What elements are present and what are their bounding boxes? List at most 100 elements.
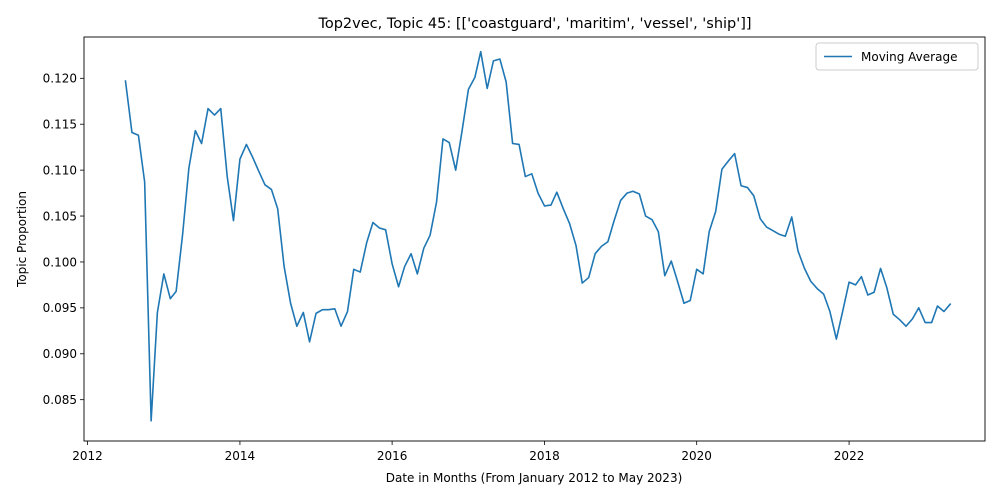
data-point xyxy=(715,211,717,213)
data-point xyxy=(246,144,248,146)
y-tick-label: 0.115 xyxy=(43,118,77,132)
data-point xyxy=(829,311,831,313)
x-tick-label: 2020 xyxy=(681,449,712,463)
data-point xyxy=(423,247,425,249)
data-point xyxy=(157,312,159,314)
data-point xyxy=(550,204,552,206)
data-point xyxy=(251,156,253,158)
data-point xyxy=(791,216,793,218)
y-tick-label: 0.110 xyxy=(43,163,77,177)
data-point xyxy=(226,176,228,178)
data-point xyxy=(271,189,273,191)
data-point xyxy=(823,293,825,295)
data-point xyxy=(918,307,920,309)
data-point xyxy=(734,153,736,155)
legend: Moving Average xyxy=(815,42,979,71)
data-point xyxy=(581,282,583,284)
data-point xyxy=(873,291,875,293)
data-point xyxy=(239,158,241,160)
data-point xyxy=(131,132,133,134)
legend-frame xyxy=(815,42,979,71)
data-point xyxy=(480,51,482,53)
data-point xyxy=(296,325,298,327)
data-point xyxy=(779,234,781,236)
data-point xyxy=(518,144,520,146)
data-point xyxy=(632,190,634,192)
series-line-moving-average xyxy=(124,50,952,422)
x-axis-label: Date in Months (From January 2012 to May… xyxy=(386,471,683,485)
data-point xyxy=(562,208,564,210)
data-point xyxy=(499,58,501,60)
data-point xyxy=(493,60,495,62)
data-point xyxy=(182,234,184,236)
y-tick-label: 0.090 xyxy=(43,347,77,361)
data-point xyxy=(601,246,603,248)
data-point xyxy=(214,114,216,116)
data-point xyxy=(544,205,546,207)
data-point xyxy=(366,242,368,244)
data-point xyxy=(372,222,374,224)
data-point xyxy=(150,420,152,422)
data-point xyxy=(340,325,342,327)
data-point xyxy=(201,143,203,145)
data-point xyxy=(905,325,907,327)
data-point xyxy=(429,235,431,237)
data-point xyxy=(309,341,311,343)
plot-area xyxy=(83,36,986,442)
x-tick-label: 2018 xyxy=(529,449,560,463)
data-point xyxy=(512,143,514,145)
data-point xyxy=(436,201,438,203)
y-tick-label: 0.100 xyxy=(43,255,77,269)
data-point xyxy=(664,275,666,277)
legend-label: Moving Average xyxy=(861,50,957,64)
data-point xyxy=(804,268,806,270)
data-point xyxy=(937,305,939,307)
data-point xyxy=(867,294,869,296)
data-point xyxy=(322,309,324,311)
data-point xyxy=(689,300,691,302)
data-point xyxy=(461,131,463,133)
data-point xyxy=(588,277,590,279)
data-point xyxy=(207,108,209,110)
data-point xyxy=(258,170,260,172)
data-point xyxy=(943,311,945,313)
data-point xyxy=(220,108,222,110)
data-point xyxy=(385,229,387,231)
data-point xyxy=(696,269,698,271)
x-tick-label: 2012 xyxy=(72,449,103,463)
data-point xyxy=(170,298,172,300)
data-point xyxy=(347,311,349,313)
data-point xyxy=(861,276,863,278)
x-tick-label: 2014 xyxy=(225,449,256,463)
data-point xyxy=(410,253,412,255)
data-point xyxy=(569,223,571,225)
x-tick-label: 2022 xyxy=(834,449,865,463)
plot-frame xyxy=(83,36,986,442)
data-point xyxy=(740,185,742,187)
data-point xyxy=(677,280,679,282)
data-point xyxy=(391,263,393,265)
data-point xyxy=(766,226,768,228)
data-point xyxy=(607,241,609,243)
data-point xyxy=(264,184,266,186)
data-point xyxy=(842,311,844,313)
data-point xyxy=(613,220,615,222)
data-point xyxy=(398,286,400,288)
data-point xyxy=(759,218,761,220)
data-point xyxy=(486,88,488,90)
data-point xyxy=(334,308,336,310)
data-point xyxy=(328,309,330,311)
data-point xyxy=(556,191,558,193)
data-point xyxy=(303,312,305,314)
data-point xyxy=(448,142,450,144)
data-point xyxy=(683,302,685,304)
data-point xyxy=(468,89,470,91)
data-point xyxy=(651,219,653,221)
y-tick-label: 0.120 xyxy=(43,72,77,86)
data-point xyxy=(721,168,723,170)
data-point xyxy=(455,169,457,171)
data-point xyxy=(175,291,177,293)
data-point xyxy=(816,288,818,290)
